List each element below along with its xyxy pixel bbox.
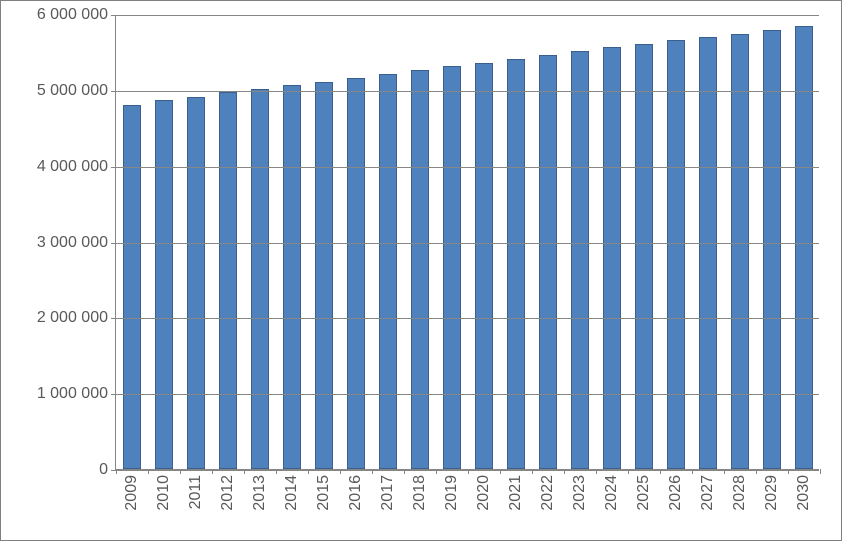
x-axis-label: 2028 (731, 469, 749, 517)
x-axis-label: 2022 (539, 469, 557, 517)
bar (379, 74, 398, 469)
y-axis-label: 2 000 000 (37, 309, 116, 327)
bar (219, 92, 238, 469)
x-axis-label: 2030 (795, 469, 813, 517)
x-axis-label: 2017 (379, 469, 397, 517)
x-axis-label: 2021 (507, 469, 525, 517)
bar (251, 89, 270, 469)
bar (571, 51, 590, 469)
x-axis-label: 2020 (475, 469, 493, 517)
x-axis-label: 2025 (635, 469, 653, 517)
chart-frame: 2009 2010 2011 2012 2013 2014 2015 2016 2017 2018… (0, 0, 842, 541)
bar (603, 47, 622, 469)
bar (155, 100, 174, 469)
y-axis-label: 4 000 000 (37, 158, 116, 176)
x-axis-label: 2027 (699, 469, 717, 517)
gridline (116, 15, 819, 16)
bar (795, 26, 814, 469)
x-axis-label: 2026 (667, 469, 685, 517)
gridline (116, 394, 819, 395)
bar (635, 44, 654, 469)
x-axis-label: 2016 (347, 469, 365, 517)
x-axis-label: 2014 (283, 469, 301, 517)
x-axis-label: 2019 (443, 469, 461, 517)
y-axis-label: 1 000 000 (37, 385, 116, 403)
x-axis-label: 2009 (123, 469, 141, 517)
x-axis-label: 2015 (315, 469, 333, 517)
x-axis-label: 2013 (251, 469, 269, 517)
bar (507, 59, 526, 469)
x-axis-label: 2010 (155, 469, 173, 517)
x-tick-mark (820, 469, 821, 474)
x-axis-label: 2011 (187, 469, 205, 515)
bar (283, 85, 302, 469)
bar (475, 63, 494, 469)
gridline (116, 167, 819, 168)
y-axis-label: 6 000 000 (37, 6, 116, 24)
y-axis-label: 0 (99, 461, 116, 479)
bar (443, 66, 462, 469)
x-axis-label: 2018 (411, 469, 429, 517)
gridline (116, 91, 819, 92)
x-axis-label: 2023 (571, 469, 589, 517)
bar (347, 78, 366, 469)
y-axis-label: 5 000 000 (37, 82, 116, 100)
bar (123, 105, 142, 469)
gridline (116, 470, 819, 471)
bar (539, 55, 558, 469)
plot-area: 2009201020112012201320142015201620172018… (115, 15, 819, 470)
bar (731, 34, 750, 469)
bar (667, 40, 686, 469)
bar (699, 37, 718, 469)
bar (763, 30, 782, 469)
y-axis-label: 3 000 000 (37, 234, 116, 252)
bar (315, 82, 334, 470)
bar (411, 70, 430, 469)
gridline (116, 318, 819, 319)
x-axis-label: 2024 (603, 469, 621, 517)
bar (187, 97, 206, 469)
gridline (116, 243, 819, 244)
x-axis-label: 2029 (763, 469, 781, 517)
x-axis-label: 2012 (219, 469, 237, 517)
